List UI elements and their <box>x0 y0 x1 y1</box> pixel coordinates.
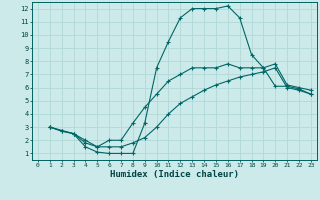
X-axis label: Humidex (Indice chaleur): Humidex (Indice chaleur) <box>110 170 239 179</box>
